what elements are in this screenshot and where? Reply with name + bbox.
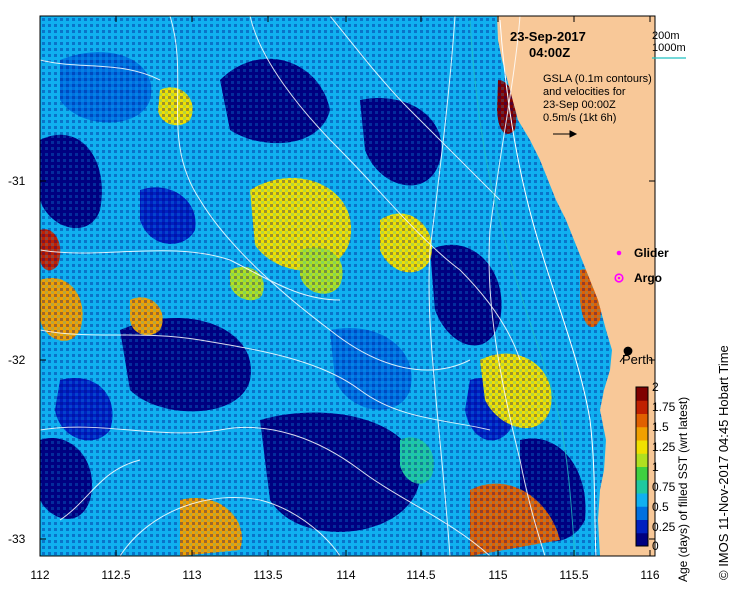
glider-marker xyxy=(616,250,622,256)
glider-legend-label: Glider xyxy=(634,246,669,260)
colorbar-segment xyxy=(636,413,648,428)
colorbar-segment xyxy=(636,426,648,441)
x-tick-label: 112.5 xyxy=(101,568,131,582)
credit-text: © IMOS 11-Nov-2017 04:45 Hobart Time xyxy=(716,345,731,580)
colorbar-tick-label: 0.25 xyxy=(652,520,676,534)
velocity-note-line2: and velocities for xyxy=(543,86,626,98)
colorbar-segment xyxy=(636,387,648,401)
title-time: 04:00Z xyxy=(529,45,571,60)
y-tick-label: -33 xyxy=(8,532,26,546)
plot-border xyxy=(39,15,656,557)
x-tick-label: 113 xyxy=(182,568,202,582)
land xyxy=(497,16,655,556)
colorbar-segment xyxy=(636,466,648,481)
colorbar-tick-label: 0.75 xyxy=(652,480,676,494)
colorbar-tick-label: 1.5 xyxy=(652,420,669,434)
x-tick-label: 114 xyxy=(336,568,356,582)
perth-marker xyxy=(619,346,633,363)
y-tick-label: -32 xyxy=(8,353,26,367)
x-tick-label: 115 xyxy=(488,568,508,582)
x-tick-label: 115.5 xyxy=(559,568,589,582)
gsla-contours xyxy=(40,16,546,556)
colorbar-segment xyxy=(636,440,648,454)
colorbar-tick-label: 1 xyxy=(652,460,659,474)
x-tick-label: 116 xyxy=(640,568,660,582)
x-tick-label: 113.5 xyxy=(253,568,283,582)
argo-legend-label: Argo xyxy=(634,271,662,285)
colorbar-title: Age (days) of filled SST (wrt latest) xyxy=(676,396,690,582)
colorbar-segment xyxy=(636,479,648,494)
colorbar-border xyxy=(635,386,649,547)
colorbar-tick-label: 0 xyxy=(652,539,659,553)
colorbar-tick-label: 2 xyxy=(652,380,659,394)
colorbar-segment xyxy=(636,493,648,507)
axis-tick-marks xyxy=(39,16,655,556)
colorbar-segment xyxy=(636,519,648,534)
velocity-note-line1: GSLA (0.1m contours) xyxy=(543,73,652,85)
x-tick-label: 112 xyxy=(30,568,50,582)
colorbar-tick-label: 1.75 xyxy=(652,400,676,414)
velocity-note-line3: 23-Sep 00:00Z xyxy=(543,99,616,111)
colorbar-segment xyxy=(636,453,648,467)
x-tick-label: 114.5 xyxy=(406,568,436,582)
perth-label: Perth xyxy=(622,352,654,367)
velocity-note-line4: 0.5m/s (1kt 6h) xyxy=(543,112,617,124)
isobaths xyxy=(469,19,597,556)
argo-marker xyxy=(614,273,624,283)
colorbar-segment xyxy=(636,400,648,414)
colorbar-segment xyxy=(636,532,648,547)
colorbar-tick-label: 1.25 xyxy=(652,440,676,454)
depth-legend-line1: 200m xyxy=(652,30,680,42)
velocity-scale-arrow xyxy=(553,130,578,138)
colorbar-segment xyxy=(636,506,648,520)
y-tick-label: -31 xyxy=(8,174,26,188)
plot-area xyxy=(40,16,655,556)
colorbar-tick-label: 0.5 xyxy=(652,500,669,514)
depth-legend-line2: 1000m xyxy=(652,42,686,54)
colorbar xyxy=(635,386,649,547)
title-date: 23-Sep-2017 xyxy=(510,29,586,44)
